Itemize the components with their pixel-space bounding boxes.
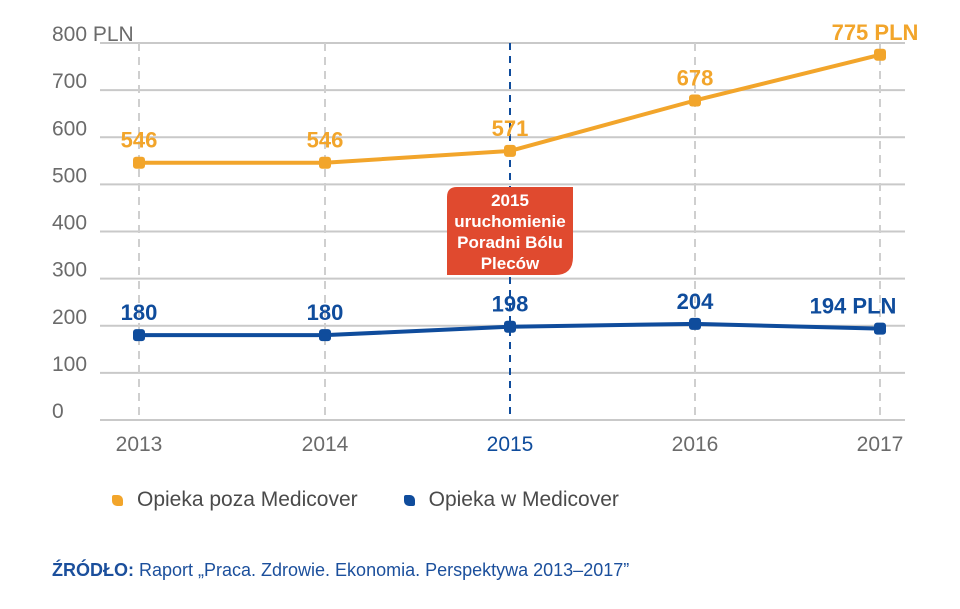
data-label: 571 bbox=[492, 116, 529, 141]
data-point bbox=[689, 317, 701, 330]
data-label: 204 bbox=[677, 289, 714, 314]
x-axis-ticks: 2013 2014 2015 2016 2017 bbox=[116, 433, 904, 456]
legend-label-medicover: Opieka w Medicover bbox=[428, 488, 619, 511]
legend: Opieka poza Medicover Opieka w Medicover bbox=[112, 488, 619, 512]
y-tick-label: 0 bbox=[52, 400, 64, 423]
data-point bbox=[319, 329, 331, 342]
data-label: 194 PLN bbox=[810, 294, 897, 319]
data-point bbox=[689, 94, 701, 107]
source-label: ŹRÓDŁO: bbox=[52, 560, 134, 580]
data-point bbox=[874, 322, 886, 335]
y-tick-label: 400 bbox=[52, 212, 87, 235]
legend-swatch-outside bbox=[112, 494, 123, 506]
x-tick-label: 2015 bbox=[487, 433, 534, 456]
y-tick-label: 200 bbox=[52, 306, 87, 329]
y-tick-label: 700 bbox=[52, 70, 87, 93]
legend-item-outside: Opieka poza Medicover bbox=[112, 488, 358, 512]
annotation-background bbox=[447, 187, 573, 275]
legend-swatch-medicover bbox=[403, 494, 415, 506]
data-label: 180 bbox=[121, 300, 158, 325]
annotation-box: 2015 uruchomienie Poradni Bólu Pleców bbox=[447, 187, 573, 275]
data-label: 775 PLN bbox=[832, 20, 919, 45]
legend-label-outside: Opieka poza Medicover bbox=[137, 488, 358, 511]
annotation-line: 2015 bbox=[491, 191, 529, 210]
data-label: 546 bbox=[121, 128, 158, 153]
data-label: 198 bbox=[492, 292, 529, 317]
annotation-text: 2015 uruchomienie Poradni Bólu Pleców bbox=[454, 191, 565, 273]
x-tick-label: 2013 bbox=[116, 433, 163, 456]
data-point bbox=[319, 156, 331, 169]
annotation-line: uruchomienie bbox=[454, 212, 565, 231]
y-tick-label: 800 PLN bbox=[52, 23, 134, 46]
data-label: 180 bbox=[307, 300, 344, 325]
x-tick-label: 2016 bbox=[672, 433, 719, 456]
data-label: 678 bbox=[677, 65, 714, 90]
series-layer: 546 546 571 678 775 PLN 180 180 198 204 194 PLN bbox=[121, 20, 919, 342]
annotation-line: Pleców bbox=[481, 254, 540, 273]
data-point bbox=[133, 329, 145, 342]
source-note: ŹRÓDŁO: Raport „Praca. Zdrowie. Ekonomia… bbox=[52, 560, 629, 581]
x-tick-label: 2017 bbox=[857, 433, 904, 456]
y-tick-label: 100 bbox=[52, 353, 87, 376]
data-point bbox=[874, 48, 886, 61]
y-tick-label: 300 bbox=[52, 259, 87, 282]
data-point bbox=[504, 320, 516, 333]
source-text: Raport „Praca. Zdrowie. Ekonomia. Perspe… bbox=[133, 560, 630, 580]
y-tick-label: 600 bbox=[52, 117, 87, 140]
y-axis-ticks: 0 100 200 300 400 500 600 700 800 PLN bbox=[52, 23, 134, 423]
data-point bbox=[133, 156, 145, 169]
x-tick-label: 2014 bbox=[302, 433, 349, 456]
data-label: 546 bbox=[307, 128, 344, 153]
data-point bbox=[504, 144, 516, 157]
legend-item-medicover: Opieka w Medicover bbox=[403, 488, 619, 512]
y-tick-label: 500 bbox=[52, 164, 87, 187]
annotation-line: Poradni Bólu bbox=[457, 233, 563, 252]
